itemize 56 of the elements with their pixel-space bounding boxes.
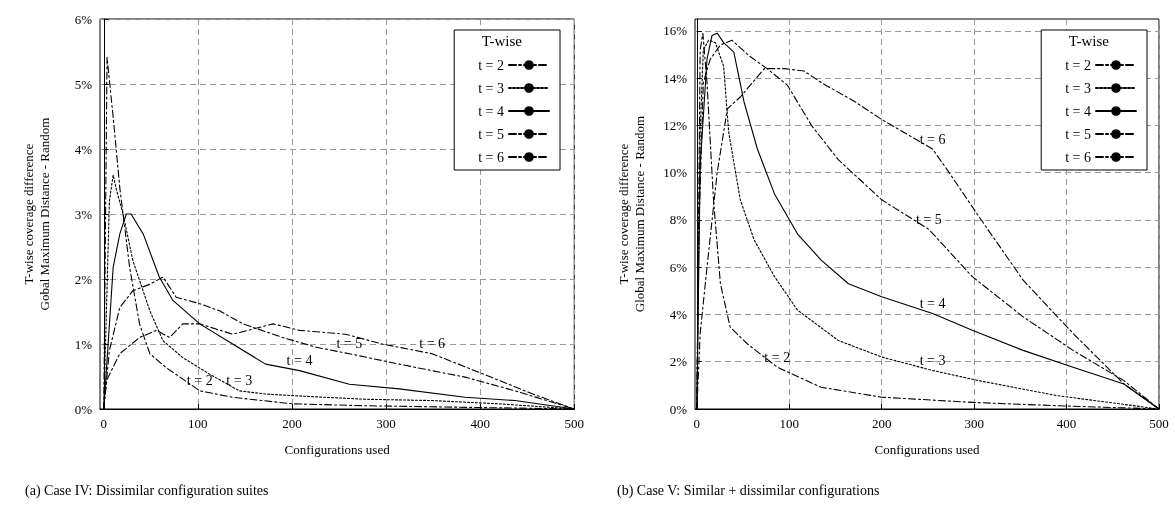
y-tick-label: 4% xyxy=(74,141,93,157)
legend-label: t = 3 xyxy=(1065,80,1091,96)
y-tick-label: 4% xyxy=(669,306,688,322)
legend-label: t = 5 xyxy=(478,126,504,142)
x-axis-title: Configurations used xyxy=(284,441,391,457)
x-tick-label: 400 xyxy=(470,416,490,431)
annotation: t = 3 xyxy=(226,373,253,389)
legend-label: t = 3 xyxy=(478,80,504,96)
x-tick-label: 0 xyxy=(100,416,108,431)
legend-label: t = 6 xyxy=(1065,149,1091,165)
x-tick-label: 500 xyxy=(1149,416,1169,431)
y-tick-label: 3% xyxy=(74,206,93,222)
y-tick-label: 10% xyxy=(663,165,688,181)
legend-label: t = 2 xyxy=(478,57,504,73)
y-tick-label: 6% xyxy=(74,11,93,27)
annotation: t = 4 xyxy=(919,296,946,312)
x-tick-label: 300 xyxy=(376,416,396,431)
x-tick-label: 0 xyxy=(693,416,701,431)
y-tick-label: 0% xyxy=(669,401,688,417)
x-tick-label: 300 xyxy=(964,416,984,431)
x-tick-label: 100 xyxy=(188,416,208,431)
x-tick-label: 200 xyxy=(282,416,302,431)
y-tick-label: 16% xyxy=(663,23,688,39)
y-axis-title: T-wise coverage difference Gobal Maximum Distance - Random xyxy=(20,117,52,311)
y-axis-title: T-wise coverage difference Global Maximum Distance - Random xyxy=(615,115,647,313)
x-axis-title: Configurations used xyxy=(874,441,981,457)
text: (a) Case IV: Dissimilar configuration suites xyxy=(25,482,269,499)
y-tick-label: 5% xyxy=(74,76,93,92)
y-tick-label: 2% xyxy=(74,271,93,287)
text: (b) Case V: Similar + dissimilar configurations xyxy=(617,482,880,499)
x-tick-label: 400 xyxy=(1056,416,1077,431)
annotation: t = 6 xyxy=(419,336,446,352)
y-tick-label: 6% xyxy=(669,259,688,275)
legend-label: t = 4 xyxy=(1065,103,1091,119)
x-tick-label: 200 xyxy=(871,416,892,431)
annotation: t = 5 xyxy=(336,336,363,352)
legend-label: t = 6 xyxy=(478,149,504,165)
legend-label: t = 2 xyxy=(1065,57,1091,73)
y-tick-label: 2% xyxy=(669,354,688,370)
legend-title: T-wise xyxy=(481,32,523,49)
annotation: t = 4 xyxy=(286,353,313,369)
legend-title: T-wise xyxy=(1068,32,1110,49)
y-tick-label: 0% xyxy=(74,401,93,417)
annotation: t = 6 xyxy=(919,131,946,147)
x-tick-label: 500 xyxy=(564,416,584,431)
x-tick-label: 100 xyxy=(779,416,800,431)
y-tick-label: 14% xyxy=(663,70,688,86)
y-tick-label: 12% xyxy=(663,117,688,133)
legend-label: t = 4 xyxy=(478,103,504,119)
annotation: t = 2 xyxy=(186,373,213,389)
annotation: t = 3 xyxy=(919,352,946,368)
y-tick-label: 8% xyxy=(669,212,688,228)
legend-label: t = 5 xyxy=(1065,126,1091,142)
annotation: t = 2 xyxy=(764,349,791,365)
y-tick-label: 1% xyxy=(74,336,93,352)
annotation: t = 5 xyxy=(915,211,942,227)
